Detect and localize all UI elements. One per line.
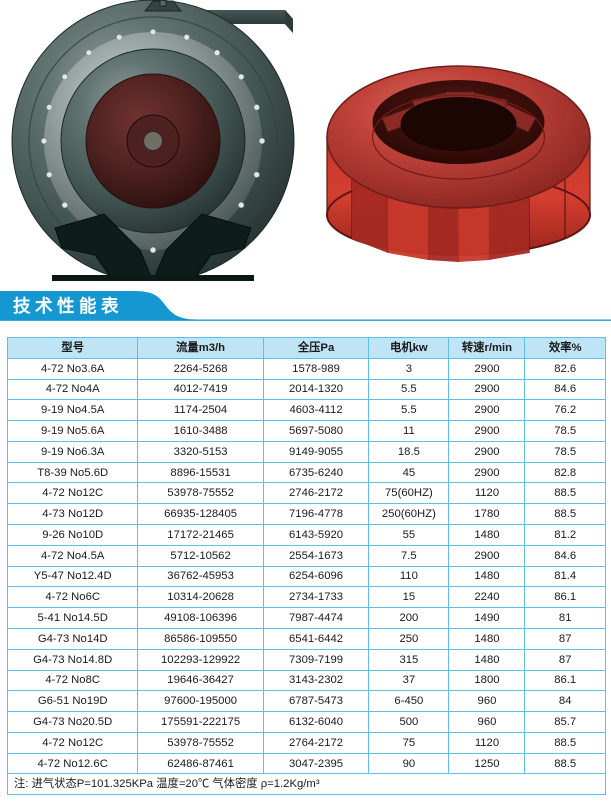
svg-text:技术性能表: 技术性能表 <box>13 296 123 316</box>
